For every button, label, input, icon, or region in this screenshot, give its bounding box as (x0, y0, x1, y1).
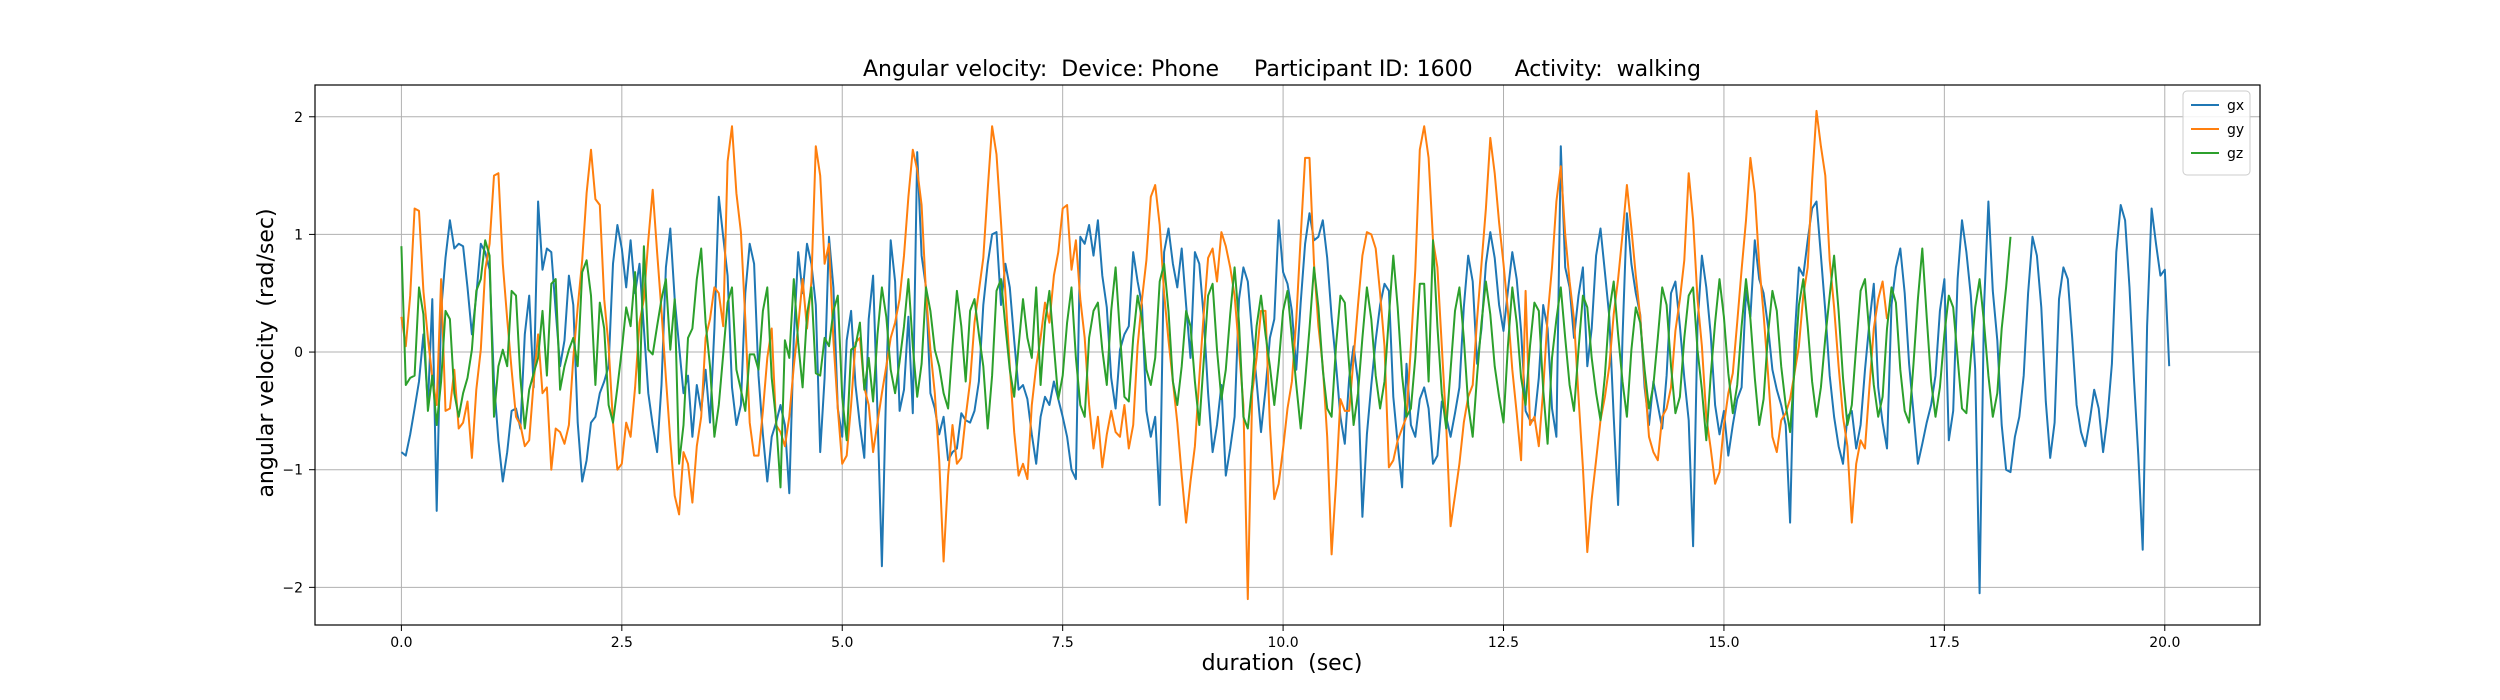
y-axis-label: angular velocity (rad/sec) (254, 208, 279, 497)
grid (315, 85, 2260, 625)
legend-label-gx: gx (2227, 98, 2244, 114)
series-line-gz (400, 236, 2012, 489)
legend-label-gz: gz (2227, 146, 2243, 162)
y-tick-label: 2 (294, 110, 303, 126)
chart-title: Angular velocity: Device: Phone Particip… (863, 57, 1701, 82)
y-tick-label: −1 (282, 463, 303, 479)
x-tick-label: 20.0 (2149, 635, 2180, 651)
series-line-gy (400, 109, 1888, 601)
x-tick-label: 17.5 (1929, 635, 1960, 651)
x-tick-label: 5.0 (831, 635, 853, 651)
x-tick-label: 15.0 (1708, 635, 1739, 651)
y-tick-label: −2 (282, 580, 303, 596)
y-tick-label: 1 (294, 227, 303, 243)
ticks: 0.0 2.5 5.0 7.5 10.0 12.5 15.0 17.5 20.0 −2 −1 0 1 2 (282, 110, 2180, 651)
x-tick-label: 10.0 (1268, 635, 1299, 651)
legend: gx gy gz (2182, 90, 2251, 176)
x-tick-label: 2.5 (611, 635, 633, 651)
series-lines (400, 109, 2171, 601)
series-line-gx (400, 145, 2171, 595)
x-tick-label: 7.5 (1052, 635, 1074, 651)
legend-label-gy: gy (2227, 122, 2244, 138)
plot-frame (314, 84, 2261, 626)
x-tick-label: 12.5 (1488, 635, 1519, 651)
x-axis-label: duration (sec) (1202, 651, 1363, 676)
x-tick-label: 0.0 (390, 635, 412, 651)
y-tick-label: 0 (294, 345, 303, 361)
